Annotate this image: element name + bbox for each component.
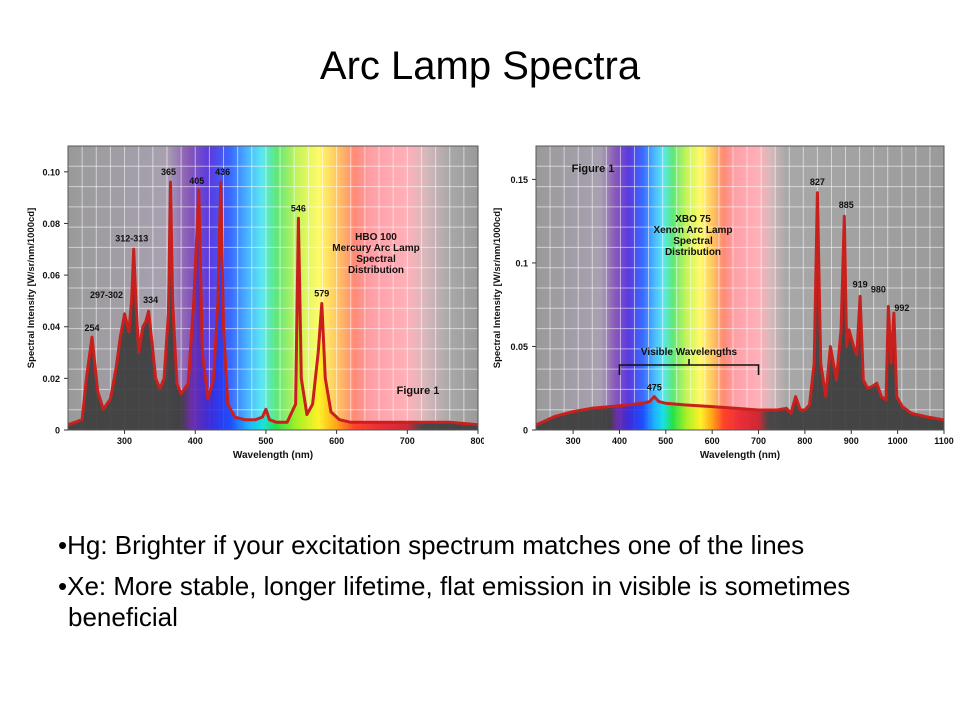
xe-x-tick-label: 600 xyxy=(705,436,720,446)
hg-x-tick-label: 500 xyxy=(258,436,273,446)
xe-spectrum-line xyxy=(535,191,945,427)
bullet-xe-text: Xe: More stable, longer lifetime, flat e… xyxy=(67,571,851,632)
xe-chart-title-line: Xenon Arc Lamp xyxy=(653,225,732,236)
xe-chart-title-line: Spectral xyxy=(673,236,713,247)
xe-y-axis-label: Spectral Intensity [W/sr/nm/1000cd] xyxy=(492,208,503,369)
hg-x-tick-label: 400 xyxy=(188,436,203,446)
xe-x-tick-label: 500 xyxy=(658,436,673,446)
hg-peak-label-405: 405 xyxy=(189,176,204,186)
hg-y-tick-label: 0.04 xyxy=(42,322,60,332)
xe-y-tick-label: 0.1 xyxy=(515,258,528,268)
hg-figure-label: Figure 1 xyxy=(397,385,440,397)
hg-y-tick-label: 0.02 xyxy=(42,374,60,384)
hg-chart-title-line: Spectral xyxy=(356,254,396,265)
xe-x-tick-label: 900 xyxy=(844,436,859,446)
hg-plot-frame xyxy=(67,145,479,431)
xe-chart-title-line: Distribution xyxy=(665,247,721,258)
hg-y-axis-label: Spectral Intensity [W/sr/nm/1000cd] xyxy=(26,208,37,369)
xe-figure-label: Figure 1 xyxy=(572,163,615,175)
xe-visible-label: Visible Wavelengths xyxy=(641,347,738,358)
hg-x-axis-label: Wavelength (nm) xyxy=(233,450,313,461)
slide-title: Arc Lamp Spectra xyxy=(319,44,641,88)
xe-peak-label-919: 919 xyxy=(853,279,868,289)
xe-peak-label-475: 475 xyxy=(647,383,662,393)
bullet-xe: •Xe: More stable, longer lifetime, flat … xyxy=(58,571,851,632)
hg-peak-label-254: 254 xyxy=(85,323,100,333)
hg-peak-label-365: 365 xyxy=(161,167,176,177)
hg-peak-label-436: 436 xyxy=(215,167,230,177)
hg-y-tick-label: 0.10 xyxy=(42,167,60,177)
mercury-spectrum-chart: 0 0.02 0.04 0.06 0.08 0.10 300 400 500 600 700 800 W… xyxy=(26,145,484,461)
hg-chart-title-line: HBO 100 xyxy=(355,232,397,243)
xe-y-tick-label: 0.05 xyxy=(510,342,528,352)
xe-x-axis-label: Wavelength (nm) xyxy=(700,450,780,461)
hg-peak-label-579: 579 xyxy=(314,288,329,298)
hg-y-tick-label: 0 xyxy=(55,426,60,436)
xe-x-tick-label: 400 xyxy=(612,436,627,446)
xe-chart-title-line: XBO 75 xyxy=(675,214,711,225)
xe-y-tick-label: 0.15 xyxy=(510,175,528,185)
hg-peak-label-297-302: 297-302 xyxy=(90,290,123,300)
xe-peak-label-992: 992 xyxy=(894,303,909,313)
hg-peak-label-334: 334 xyxy=(143,295,158,305)
hg-x-tick-label: 600 xyxy=(329,436,344,446)
xe-x-tick-label: 300 xyxy=(566,436,581,446)
xe-spectrum-area xyxy=(536,192,944,430)
xenon-spectrum-chart: 0 0.05 0.1 0.15 300 400 500 600 700 800 900 1000 110… xyxy=(492,145,954,461)
xe-y-tick-label: 0 xyxy=(523,426,528,436)
hg-chart-title-line: Distribution xyxy=(348,265,404,276)
hg-x-tick-label: 800 xyxy=(470,436,484,446)
bullet-list: •Hg: Brighter if your excitation spectru… xyxy=(58,530,938,643)
xe-x-tick-label: 1000 xyxy=(888,436,908,446)
xe-peak-label-885: 885 xyxy=(839,200,854,210)
xe-peak-label-827: 827 xyxy=(810,177,825,187)
xe-plot-frame xyxy=(535,145,945,431)
hg-peak-label-546: 546 xyxy=(291,203,306,213)
hg-y-tick-label: 0.06 xyxy=(42,271,60,281)
xe-x-tick-label: 800 xyxy=(797,436,812,446)
hg-spectrum-line xyxy=(67,180,479,427)
hg-chart-title-line: Mercury Arc Lamp xyxy=(332,243,419,254)
bullet-hg: •Hg: Brighter if your excitation spectru… xyxy=(58,530,805,560)
xe-x-tick-label: 700 xyxy=(751,436,766,446)
hg-peak-label-312-313: 312-313 xyxy=(115,233,148,243)
xe-peak-label-980: 980 xyxy=(871,284,886,294)
bullet-hg-text: Hg: Brighter if your excitation spectrum… xyxy=(67,530,805,560)
hg-y-tick-label: 0.08 xyxy=(42,219,60,229)
hg-x-tick-label: 700 xyxy=(400,436,415,446)
hg-x-tick-label: 300 xyxy=(117,436,132,446)
xe-x-tick-label: 1100 xyxy=(934,436,954,446)
